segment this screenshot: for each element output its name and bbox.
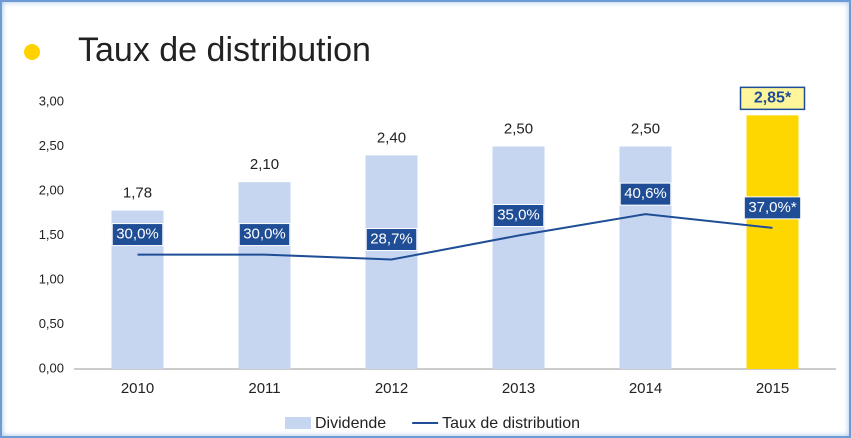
y-tick-label: 1,50: [39, 227, 64, 242]
bar: [746, 115, 799, 369]
x-tick-label: 2010: [121, 380, 154, 397]
y-tick-label: 2,50: [39, 138, 64, 153]
x-tick-label: 2015: [756, 380, 789, 397]
value-label: 2,50: [504, 120, 533, 137]
chart-title: Taux de distribution: [78, 31, 371, 69]
x-tick-label: 2013: [502, 380, 535, 397]
bar: [365, 155, 418, 369]
title-bullet: [24, 44, 40, 60]
bar: [238, 182, 291, 369]
line-value-label-box: [492, 204, 545, 227]
line-value-label-box: [111, 223, 164, 247]
value-label: 2,50: [631, 120, 660, 137]
line-value-label: 37,0%*: [748, 199, 797, 216]
value-label: 2,85*: [754, 90, 792, 107]
value-label-box: [739, 86, 806, 111]
value-label: 1,78: [123, 185, 152, 202]
y-tick-label: 1,00: [39, 271, 64, 286]
line-value-label-box: [365, 228, 418, 252]
value-label: 2,40: [377, 129, 406, 146]
legend-label: Taux de distribution: [442, 415, 580, 432]
line-value-label: 28,7%: [370, 230, 413, 247]
bar: [619, 146, 672, 369]
line: [137, 213, 773, 261]
x-tick-label: 2012: [375, 380, 408, 397]
y-tick-label: 0,00: [39, 360, 64, 375]
line-value-label-box: [619, 182, 672, 206]
x-tick-label: 2014: [629, 380, 662, 397]
bar: [492, 146, 545, 369]
legend-label: Dividende: [315, 415, 386, 432]
y-tick-label: 3,00: [39, 93, 64, 108]
y-tick-label: 2,00: [39, 182, 64, 197]
line-value-label: 30,0%: [116, 226, 159, 243]
line-value-label: 30,0%: [243, 226, 286, 243]
line-value-label-box: [238, 223, 291, 247]
line-value-label: 40,6%: [624, 185, 667, 202]
value-label: 2,10: [250, 156, 279, 173]
line-value-label: 35,0%: [497, 206, 540, 223]
x-tick-label: 2011: [248, 380, 280, 397]
legend-swatch: [285, 417, 311, 429]
line-value-label-box: [743, 196, 802, 220]
y-tick-label: 0,50: [39, 316, 64, 331]
